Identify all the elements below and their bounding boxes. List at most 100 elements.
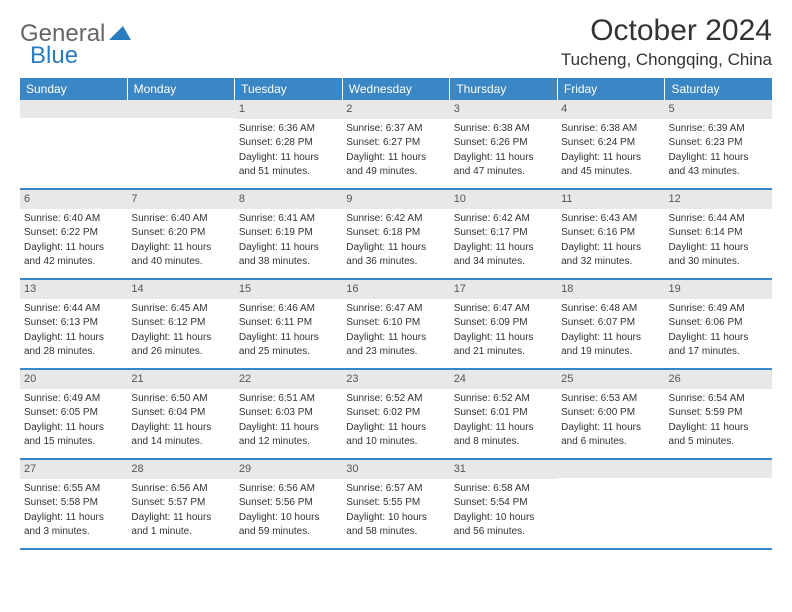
daylight-text-1: Daylight: 11 hours xyxy=(239,151,338,165)
day-content: Sunrise: 6:37 AMSunset: 6:27 PMDaylight:… xyxy=(342,119,449,183)
day-content: Sunrise: 6:58 AMSunset: 5:54 PMDaylight:… xyxy=(450,479,557,543)
week-row: 13Sunrise: 6:44 AMSunset: 6:13 PMDayligh… xyxy=(20,280,772,370)
sunset-text: Sunset: 6:20 PM xyxy=(131,226,230,240)
day-cell: 13Sunrise: 6:44 AMSunset: 6:13 PMDayligh… xyxy=(20,280,127,368)
day-number: 28 xyxy=(127,460,234,479)
daylight-text-1: Daylight: 10 hours xyxy=(346,511,445,525)
daylight-text-1: Daylight: 11 hours xyxy=(346,151,445,165)
daylight-text-2: and 30 minutes. xyxy=(669,255,768,269)
day-content: Sunrise: 6:48 AMSunset: 6:07 PMDaylight:… xyxy=(557,299,664,363)
sunrise-text: Sunrise: 6:49 AM xyxy=(669,302,768,316)
day-cell: 14Sunrise: 6:45 AMSunset: 6:12 PMDayligh… xyxy=(127,280,234,368)
day-content: Sunrise: 6:38 AMSunset: 6:26 PMDaylight:… xyxy=(450,119,557,183)
sunrise-text: Sunrise: 6:53 AM xyxy=(561,392,660,406)
sunset-text: Sunset: 6:09 PM xyxy=(454,316,553,330)
daylight-text-2: and 51 minutes. xyxy=(239,165,338,179)
day-content: Sunrise: 6:57 AMSunset: 5:55 PMDaylight:… xyxy=(342,479,449,543)
day-content: Sunrise: 6:45 AMSunset: 6:12 PMDaylight:… xyxy=(127,299,234,363)
sunrise-text: Sunrise: 6:44 AM xyxy=(24,302,123,316)
day-number: 5 xyxy=(665,100,772,119)
day-cell: 3Sunrise: 6:38 AMSunset: 6:26 PMDaylight… xyxy=(450,100,557,188)
header: General October 2024 Tucheng, Chongqing,… xyxy=(20,14,772,70)
sunset-text: Sunset: 6:19 PM xyxy=(239,226,338,240)
day-content: Sunrise: 6:41 AMSunset: 6:19 PMDaylight:… xyxy=(235,209,342,273)
day-content: Sunrise: 6:49 AMSunset: 6:06 PMDaylight:… xyxy=(665,299,772,363)
sunset-text: Sunset: 6:01 PM xyxy=(454,406,553,420)
day-number: 31 xyxy=(450,460,557,479)
daylight-text-1: Daylight: 11 hours xyxy=(131,331,230,345)
day-number: 8 xyxy=(235,190,342,209)
sunset-text: Sunset: 6:26 PM xyxy=(454,136,553,150)
sunset-text: Sunset: 6:04 PM xyxy=(131,406,230,420)
daylight-text-2: and 58 minutes. xyxy=(346,525,445,539)
day-number: 25 xyxy=(557,370,664,389)
sunrise-text: Sunrise: 6:42 AM xyxy=(454,212,553,226)
day-number: 11 xyxy=(557,190,664,209)
daylight-text-2: and 56 minutes. xyxy=(454,525,553,539)
sunrise-text: Sunrise: 6:48 AM xyxy=(561,302,660,316)
daylight-text-2: and 28 minutes. xyxy=(24,345,123,359)
day-number: 21 xyxy=(127,370,234,389)
sunset-text: Sunset: 5:59 PM xyxy=(669,406,768,420)
day-cell: 21Sunrise: 6:50 AMSunset: 6:04 PMDayligh… xyxy=(127,370,234,458)
day-content: Sunrise: 6:50 AMSunset: 6:04 PMDaylight:… xyxy=(127,389,234,453)
sunset-text: Sunset: 5:55 PM xyxy=(346,496,445,510)
sunrise-text: Sunrise: 6:51 AM xyxy=(239,392,338,406)
day-header: Wednesday xyxy=(343,78,451,100)
month-title: October 2024 xyxy=(561,14,772,48)
daylight-text-1: Daylight: 11 hours xyxy=(131,421,230,435)
daylight-text-1: Daylight: 11 hours xyxy=(24,421,123,435)
day-number: 23 xyxy=(342,370,449,389)
day-number: 13 xyxy=(20,280,127,299)
daylight-text-2: and 1 minute. xyxy=(131,525,230,539)
sunset-text: Sunset: 6:03 PM xyxy=(239,406,338,420)
day-cell: 15Sunrise: 6:46 AMSunset: 6:11 PMDayligh… xyxy=(235,280,342,368)
daylight-text-2: and 8 minutes. xyxy=(454,435,553,449)
daylight-text-1: Daylight: 11 hours xyxy=(131,511,230,525)
sunrise-text: Sunrise: 6:52 AM xyxy=(346,392,445,406)
day-content: Sunrise: 6:40 AMSunset: 6:20 PMDaylight:… xyxy=(127,209,234,273)
day-content: Sunrise: 6:40 AMSunset: 6:22 PMDaylight:… xyxy=(20,209,127,273)
sunrise-text: Sunrise: 6:38 AM xyxy=(454,122,553,136)
day-content: Sunrise: 6:38 AMSunset: 6:24 PMDaylight:… xyxy=(557,119,664,183)
day-cell: 26Sunrise: 6:54 AMSunset: 5:59 PMDayligh… xyxy=(665,370,772,458)
day-content: Sunrise: 6:47 AMSunset: 6:09 PMDaylight:… xyxy=(450,299,557,363)
sunset-text: Sunset: 6:18 PM xyxy=(346,226,445,240)
day-cell: 10Sunrise: 6:42 AMSunset: 6:17 PMDayligh… xyxy=(450,190,557,278)
day-number: 24 xyxy=(450,370,557,389)
daylight-text-1: Daylight: 11 hours xyxy=(239,421,338,435)
sunrise-text: Sunrise: 6:41 AM xyxy=(239,212,338,226)
day-cell: 4Sunrise: 6:38 AMSunset: 6:24 PMDaylight… xyxy=(557,100,664,188)
sunset-text: Sunset: 5:54 PM xyxy=(454,496,553,510)
daylight-text-1: Daylight: 11 hours xyxy=(454,151,553,165)
day-header: Friday xyxy=(558,78,666,100)
daylight-text-2: and 45 minutes. xyxy=(561,165,660,179)
sunrise-text: Sunrise: 6:46 AM xyxy=(239,302,338,316)
day-content: Sunrise: 6:36 AMSunset: 6:28 PMDaylight:… xyxy=(235,119,342,183)
day-header: Sunday xyxy=(20,78,128,100)
daylight-text-2: and 19 minutes. xyxy=(561,345,660,359)
sunset-text: Sunset: 5:57 PM xyxy=(131,496,230,510)
daylight-text-2: and 32 minutes. xyxy=(561,255,660,269)
daylight-text-1: Daylight: 11 hours xyxy=(346,331,445,345)
daylight-text-2: and 21 minutes. xyxy=(454,345,553,359)
day-cell: 12Sunrise: 6:44 AMSunset: 6:14 PMDayligh… xyxy=(665,190,772,278)
sunset-text: Sunset: 6:02 PM xyxy=(346,406,445,420)
day-number: 20 xyxy=(20,370,127,389)
day-content: Sunrise: 6:56 AMSunset: 5:57 PMDaylight:… xyxy=(127,479,234,543)
sunrise-text: Sunrise: 6:54 AM xyxy=(669,392,768,406)
day-header: Saturday xyxy=(665,78,772,100)
day-cell: 23Sunrise: 6:52 AMSunset: 6:02 PMDayligh… xyxy=(342,370,449,458)
daylight-text-2: and 42 minutes. xyxy=(24,255,123,269)
sunset-text: Sunset: 6:17 PM xyxy=(454,226,553,240)
day-content: Sunrise: 6:55 AMSunset: 5:58 PMDaylight:… xyxy=(20,479,127,543)
day-cell: 11Sunrise: 6:43 AMSunset: 6:16 PMDayligh… xyxy=(557,190,664,278)
daylight-text-2: and 23 minutes. xyxy=(346,345,445,359)
daylight-text-2: and 40 minutes. xyxy=(131,255,230,269)
daylight-text-2: and 6 minutes. xyxy=(561,435,660,449)
sunrise-text: Sunrise: 6:38 AM xyxy=(561,122,660,136)
day-number: 3 xyxy=(450,100,557,119)
sunrise-text: Sunrise: 6:47 AM xyxy=(346,302,445,316)
day-cell: 17Sunrise: 6:47 AMSunset: 6:09 PMDayligh… xyxy=(450,280,557,368)
day-cell: 22Sunrise: 6:51 AMSunset: 6:03 PMDayligh… xyxy=(235,370,342,458)
